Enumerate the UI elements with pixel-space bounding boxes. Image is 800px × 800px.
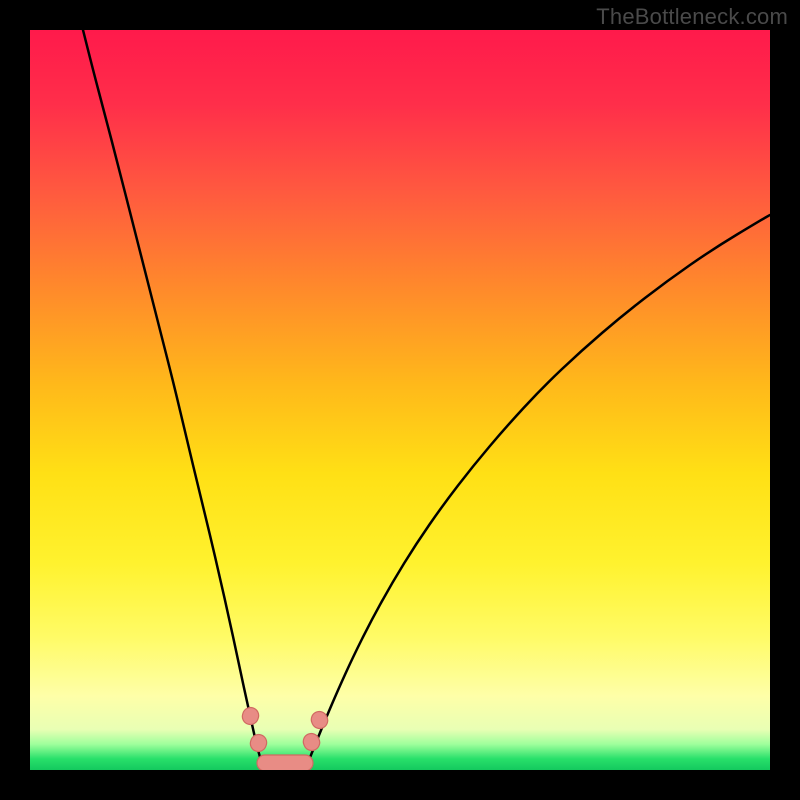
plot-area [30,30,770,770]
marker-4 [257,755,313,770]
gradient-background [30,30,770,770]
frame: TheBottleneck.com [0,0,800,800]
watermark-text: TheBottleneck.com [596,4,788,30]
plot-svg [30,30,770,770]
